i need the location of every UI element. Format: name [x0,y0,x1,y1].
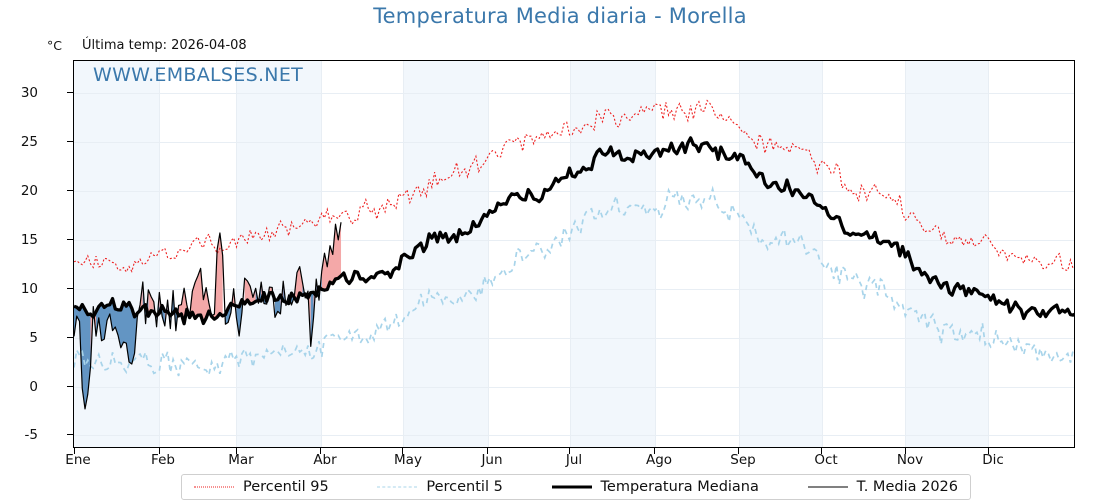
x-tick-mark [654,448,655,454]
y-tick-mark [67,92,73,93]
month-band-mar [236,61,321,447]
x-tick-mark [738,448,739,454]
x-tick-label: Feb [151,452,175,468]
legend-swatch-dotted-red-icon [194,481,234,493]
legend-label: Percentil 95 [243,479,329,495]
x-tick-mark [821,448,822,454]
legend-item-temperatura-mediana[interactable]: Temperatura Mediana [540,475,759,499]
month-band-sep [739,61,822,447]
gridline-5 [74,338,1074,339]
legend-item-percentil-5[interactable]: Percentil 5 [365,475,503,499]
y-tick-label: 0 [29,379,38,395]
x-tick-mark [236,448,237,454]
legend-swatch-thick-black-icon [551,481,592,493]
y-tick-mark [67,288,73,289]
series-percentil-5 [74,185,1074,378]
series-t-media-2026 [74,222,342,410]
y-tick-label: 20 [20,183,38,199]
y-tick-label: 15 [20,232,38,248]
x-tick-mark [569,448,570,454]
vgridline [488,61,489,447]
legend-label: T. Media 2026 [856,479,958,495]
x-tick-label: Ene [65,452,91,468]
y-tick-mark [67,190,73,191]
x-tick-label: Mar [228,452,254,468]
x-tick-label: Oct [814,452,838,468]
y-tick-label: 10 [20,281,38,297]
y-axis-unit-label: °C [47,38,62,53]
month-band-may [403,61,488,447]
gridline-10 [74,289,1074,290]
legend-label: Temperatura Mediana [600,479,759,495]
x-tick-label: Abr [313,452,337,468]
y-tick-label: 5 [29,330,38,346]
series-temperatura-mediana [74,136,1074,326]
series-canvas [74,99,1074,410]
x-tick-mark [74,448,75,454]
vgridline [655,61,656,447]
legend-item-t-media-2026[interactable]: T. Media 2026 [796,475,970,499]
y-tick-label: 30 [20,85,38,101]
gridline-0 [74,387,1074,388]
x-tick-label: Sep [730,452,756,468]
x-tick-mark [487,448,488,454]
x-tick-mark [905,448,906,454]
legend: Percentil 95 Percentil 5 Temperatura Med… [181,474,971,500]
y-tick-mark [67,386,73,387]
vgridline [159,61,160,447]
x-tick-mark [988,448,989,454]
vgridline [321,61,322,447]
y-tick-label: 25 [20,134,38,150]
x-tick-label: Dic [982,452,1004,468]
gridline-m5 [74,435,1074,436]
legend-swatch-dashed-blue-icon [377,481,418,493]
x-tick-label: Nov [896,452,924,468]
x-tick-label: Jun [481,452,503,468]
gridline-30 [74,93,1074,94]
vgridline [570,61,571,447]
watermark: WWW.EMBALSES.NET [93,64,304,86]
legend-label: Percentil 5 [426,479,503,495]
vgridline [988,61,989,447]
x-tick-mark [159,448,160,454]
fill-below-median [74,271,322,409]
y-tick-mark [67,337,73,338]
page-title: Temperatura Media diaria - Morella [373,4,747,28]
x-tick-mark [402,448,403,454]
y-tick-label: -5 [24,427,38,443]
vgridline [236,61,237,447]
x-tick-label: Jul [565,452,583,468]
y-tick-mark [67,239,73,240]
gridline-25 [74,142,1074,143]
legend-item-percentil-95[interactable]: Percentil 95 [182,475,329,499]
month-band-nov [905,61,988,447]
vgridline [822,61,823,447]
last-temp-label: Última temp: 2026-04-08 [82,38,247,53]
gridline-20 [74,191,1074,192]
gridline-15 [74,240,1074,241]
series-percentil-95 [74,99,1074,274]
vgridline [739,61,740,447]
plot-area: WWW.EMBALSES.NET [73,60,1075,448]
legend-swatch-thin-black-icon [807,481,848,493]
x-tick-mark [320,448,321,454]
y-tick-mark [67,434,73,435]
x-tick-label: Ago [645,452,673,468]
y-tick-mark [67,141,73,142]
x-tick-label: May [394,452,422,468]
